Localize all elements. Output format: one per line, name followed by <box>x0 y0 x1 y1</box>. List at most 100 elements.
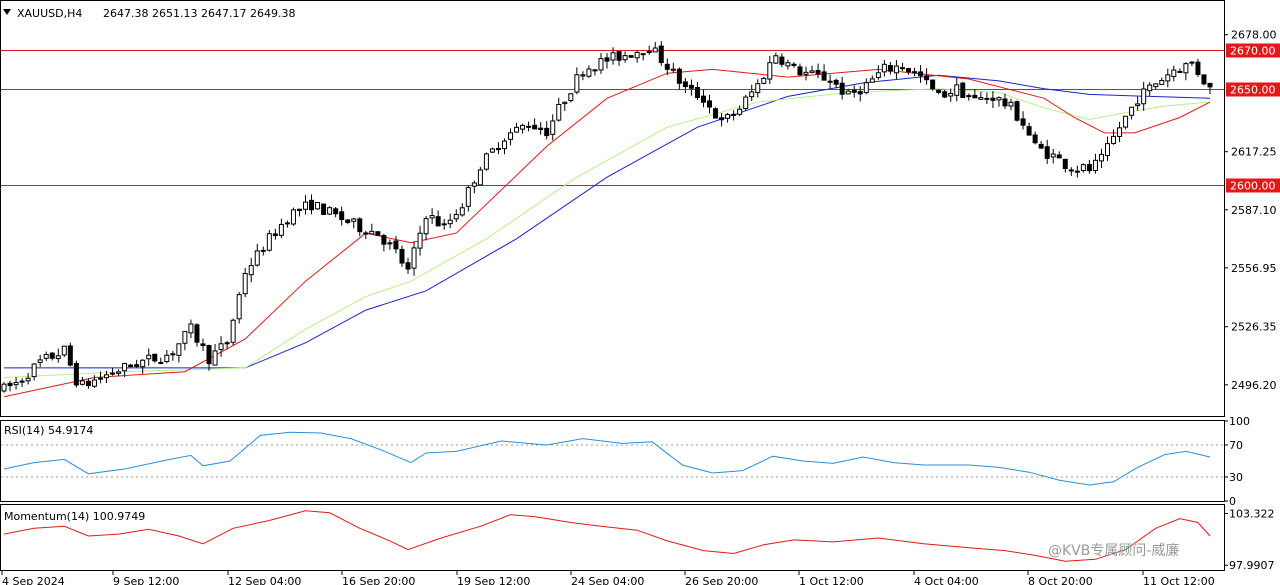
candle-body <box>31 363 37 378</box>
candle-body <box>236 294 242 320</box>
candle-body <box>230 319 236 343</box>
candle-body <box>37 359 43 363</box>
rsi-tick-label: 100 <box>1229 415 1250 428</box>
candle-body <box>495 147 501 151</box>
candle-body <box>508 132 514 140</box>
candle-body <box>49 352 55 359</box>
time-tick-label: 4 Sep 2024 <box>2 575 65 585</box>
candle-body <box>604 57 610 62</box>
price-tick-label: 2617.25 <box>1231 146 1277 159</box>
candle-body <box>791 63 797 66</box>
candle-body <box>116 371 122 374</box>
candle-body <box>309 199 315 211</box>
candle-body <box>429 215 435 219</box>
candlesticks <box>1 41 1213 393</box>
time-tick-label: 16 Sep 20:00 <box>342 575 415 585</box>
candle-body <box>1141 88 1147 105</box>
candle-body <box>966 95 972 98</box>
candle-body <box>1129 106 1135 116</box>
candle-body <box>321 203 327 215</box>
candle-body <box>1165 74 1171 82</box>
candle-body <box>369 230 375 235</box>
time-tick-label: 26 Sep 20:00 <box>685 575 758 585</box>
dropdown-triangle-icon[interactable] <box>3 9 11 15</box>
candle-body <box>182 331 188 344</box>
candle-body <box>61 345 67 356</box>
candle-body <box>550 120 556 135</box>
level-label-box <box>1226 82 1280 97</box>
candle-body <box>1183 63 1189 74</box>
candle-body <box>1062 158 1068 169</box>
time-tick-label: 4 Oct 04:00 <box>914 575 979 585</box>
candle-body <box>737 108 743 115</box>
candle-body <box>13 381 19 386</box>
candle-body <box>441 223 447 226</box>
candle-body <box>803 71 809 75</box>
time-tick-label: 9 Sep 12:00 <box>113 575 179 585</box>
candle-body <box>1032 134 1038 144</box>
candle-body <box>97 377 103 380</box>
candle-body <box>176 343 182 356</box>
time-axis: 4 Sep 2024 9 Sep 12:00 12 Sep 04:00 16 Sep … <box>1 570 1215 585</box>
candle-body <box>471 182 477 187</box>
candle-body <box>206 344 212 365</box>
ma-slow-line <box>4 74 1211 369</box>
candle-body <box>574 74 580 93</box>
rsi-tick-label: 70 <box>1229 439 1243 452</box>
level-label: 2600.00 <box>1230 180 1276 193</box>
candle-body <box>146 354 152 360</box>
candle-body <box>55 355 61 360</box>
candle-body <box>767 62 773 80</box>
candle-body <box>827 80 833 83</box>
candle-body <box>936 89 942 93</box>
candle-body <box>906 67 911 73</box>
candle-body <box>465 187 471 207</box>
candle-body <box>477 169 483 186</box>
candle-body <box>990 97 996 101</box>
rsi-indicator: 100 70 30 0 <box>1 415 1250 508</box>
candle-body <box>893 65 899 74</box>
candle-body <box>1171 69 1177 78</box>
candle-body <box>194 324 200 343</box>
candle-body <box>345 219 351 223</box>
candle-body <box>1104 143 1110 156</box>
candle-body <box>242 272 248 295</box>
level-labels: 2670.00 2650.00 2600.00 <box>1226 43 1280 193</box>
candle-body <box>411 247 417 269</box>
momentum-line <box>3 510 1211 562</box>
candle-body <box>79 380 85 385</box>
candle-body <box>610 52 616 61</box>
candle-body <box>640 53 646 56</box>
candle-body <box>918 71 924 77</box>
candle-body <box>658 45 664 64</box>
candle-body <box>1038 143 1044 149</box>
candle-body <box>821 71 827 81</box>
candle-body <box>568 93 574 102</box>
candle-body <box>375 231 381 236</box>
candle-body <box>1195 61 1201 75</box>
candle-body <box>514 126 520 133</box>
time-tick-label: 1 Oct 12:00 <box>799 575 864 585</box>
time-tick-label: 11 Oct 12:00 <box>1143 575 1215 585</box>
price-tick-label: 2556.95 <box>1231 262 1277 275</box>
candle-body <box>1086 164 1092 172</box>
time-tick-label: 8 Oct 20:00 <box>1028 575 1093 585</box>
candle-body <box>248 265 254 276</box>
candle-body <box>700 95 706 103</box>
candle-body <box>954 84 960 96</box>
candle-body <box>110 372 116 375</box>
candle-body <box>158 361 164 364</box>
candle-body <box>978 97 984 100</box>
candle-body <box>532 124 538 130</box>
candle-body <box>1135 103 1141 107</box>
candle-body <box>869 78 875 83</box>
candle-body <box>1201 74 1207 85</box>
candle-body <box>73 362 79 386</box>
candle-body <box>43 353 49 359</box>
candle-body <box>423 218 429 235</box>
watermark-text: @KVB专属顾问-威廉 <box>1048 542 1179 559</box>
candle-body <box>1020 118 1026 126</box>
candle-body <box>200 343 206 346</box>
candle-body <box>996 97 1002 101</box>
candle-body <box>1177 70 1183 73</box>
